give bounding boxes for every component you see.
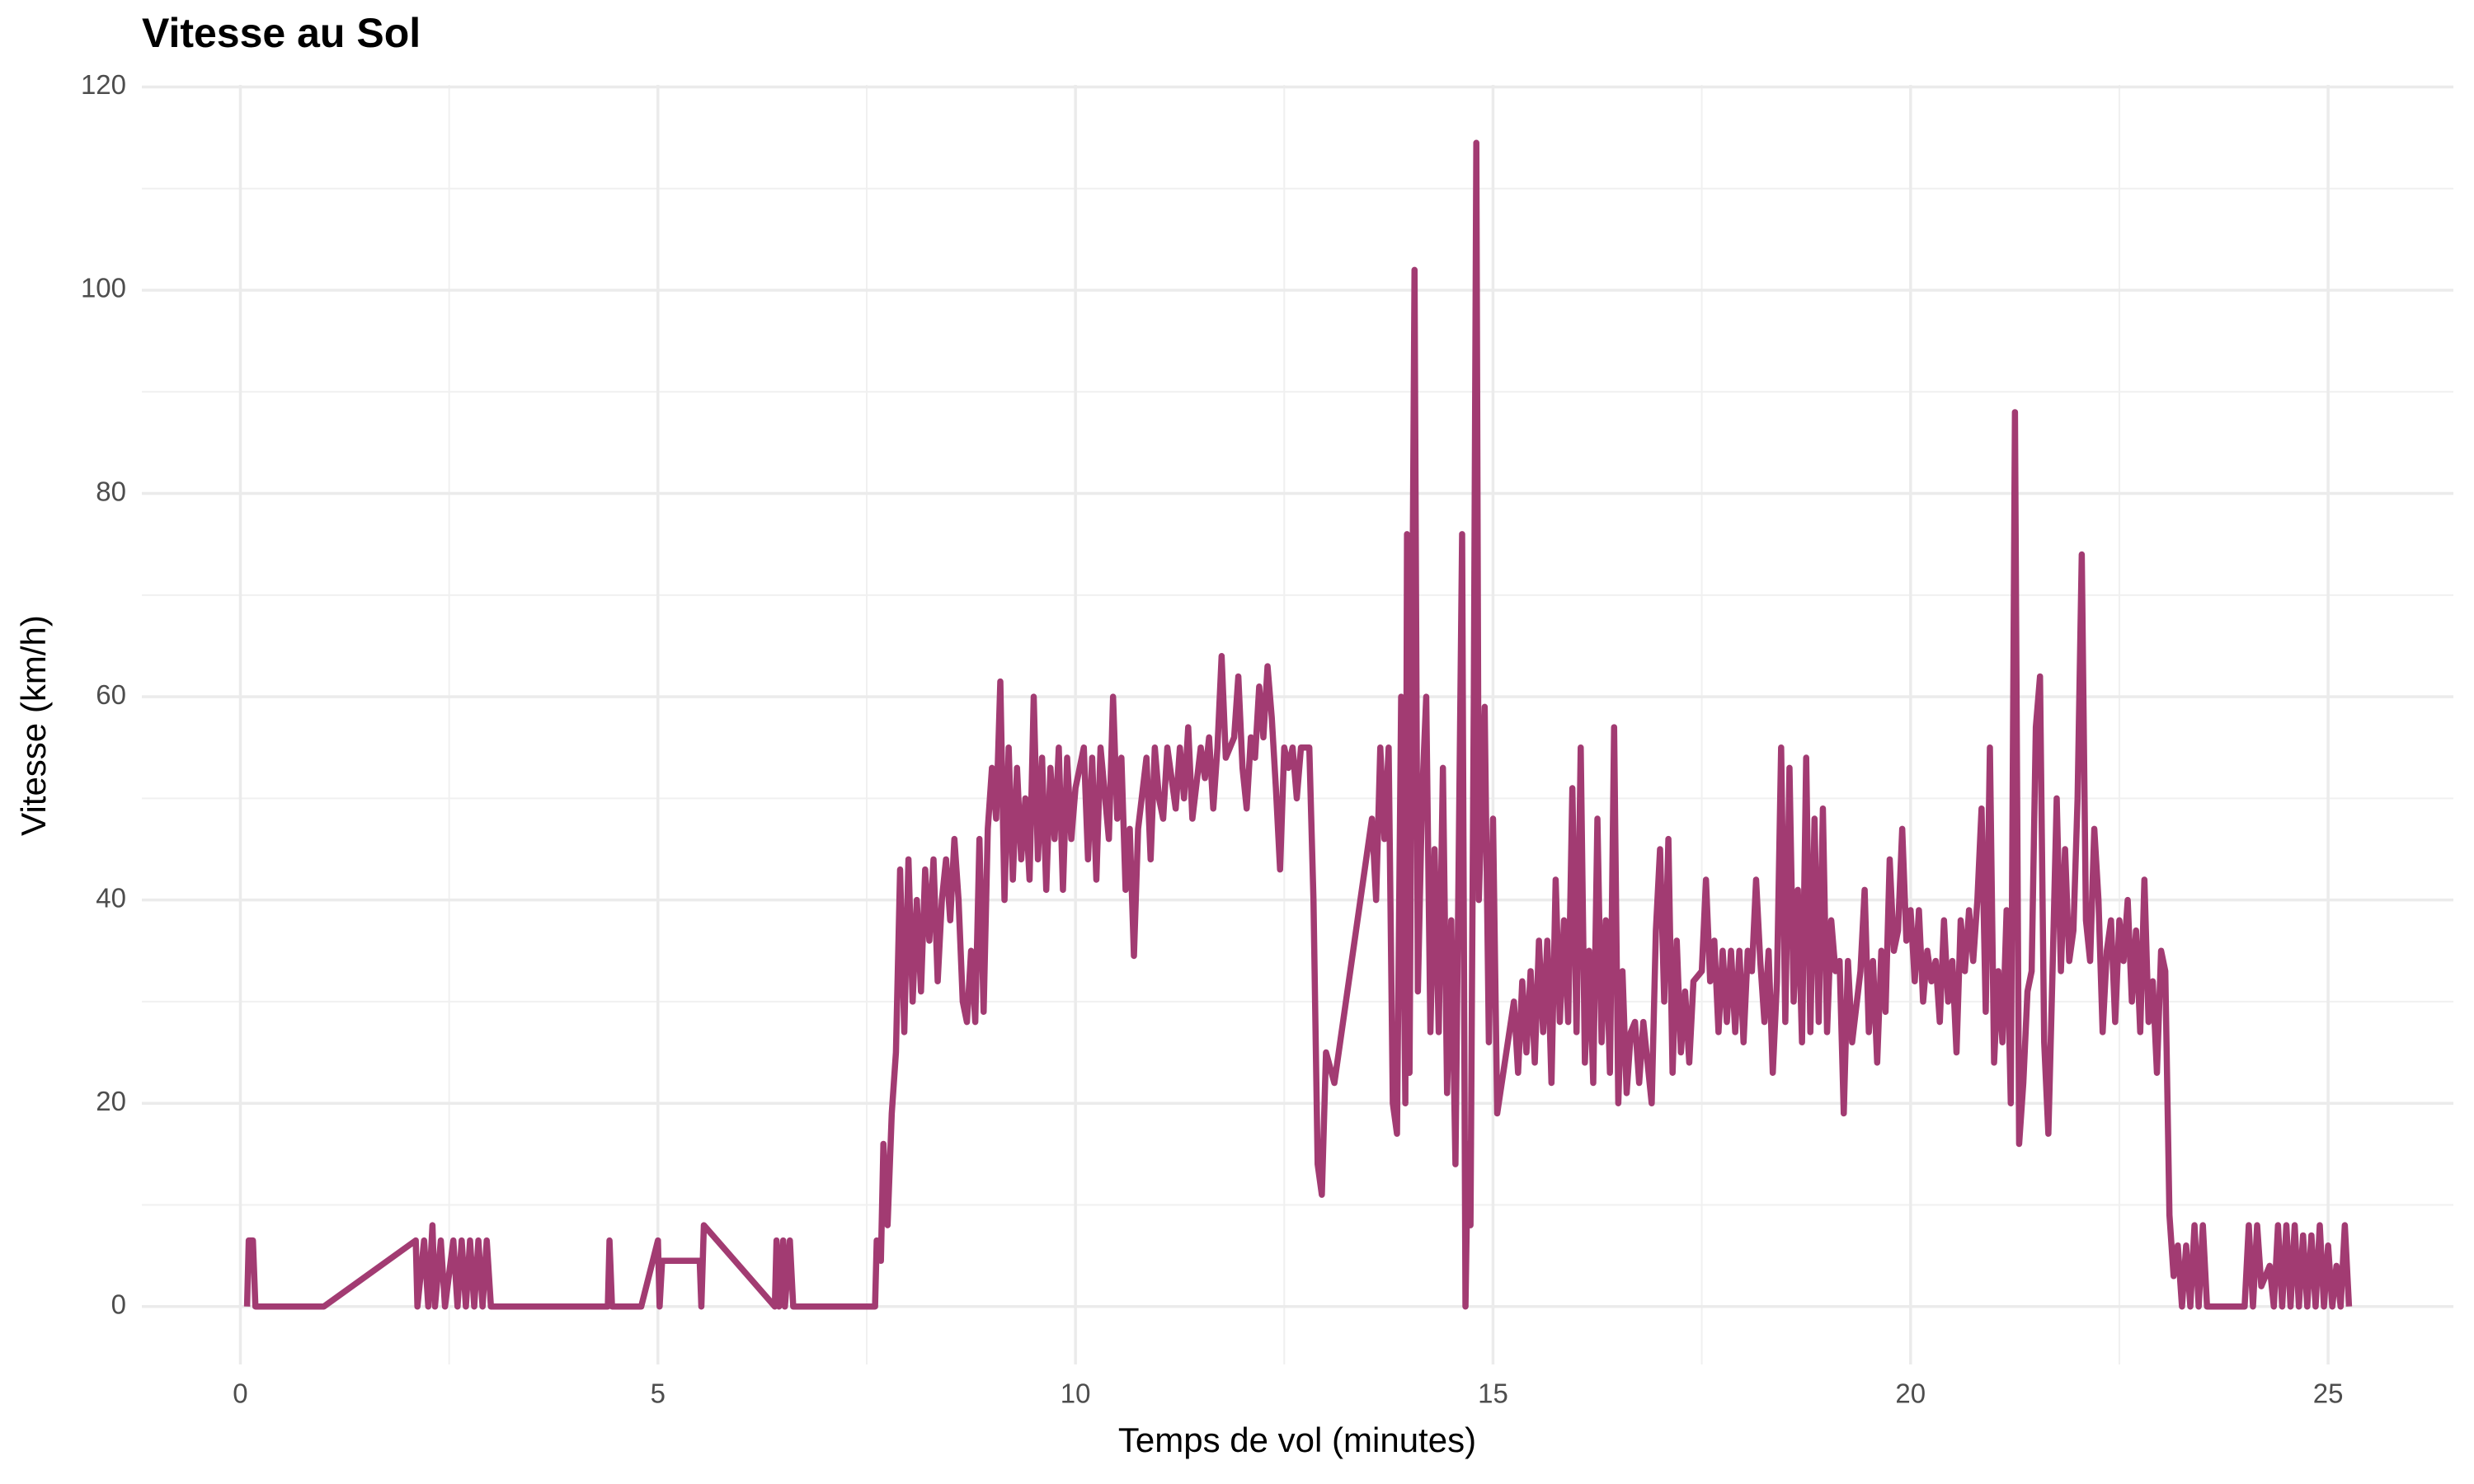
x-tick-label: 5 — [651, 1378, 666, 1409]
chart-title: Vitesse au Sol — [142, 10, 421, 56]
y-tick-label: 40 — [96, 882, 126, 913]
x-axis-title: Temps de vol (minutes) — [1118, 1421, 1476, 1459]
x-tick-label: 10 — [1061, 1378, 1091, 1409]
x-tick-label: 15 — [1478, 1378, 1508, 1409]
y-tick-label: 20 — [96, 1086, 126, 1116]
x-tick-label: 0 — [233, 1378, 247, 1409]
y-axis-title: Vitesse (km/h) — [14, 615, 53, 836]
y-tick-label: 100 — [81, 273, 126, 303]
x-tick-label: 25 — [2313, 1378, 2344, 1409]
y-tick-label: 80 — [96, 476, 126, 506]
y-tick-label: 0 — [111, 1289, 126, 1319]
x-tick-label: 20 — [1895, 1378, 1926, 1409]
plot-area: 0 5 10 15 20 25 0 20 40 60 80 100 120 — [81, 69, 2453, 1409]
y-tick-label: 60 — [96, 679, 126, 710]
y-tick-label: 120 — [81, 69, 126, 100]
data-line — [243, 139, 2353, 1310]
